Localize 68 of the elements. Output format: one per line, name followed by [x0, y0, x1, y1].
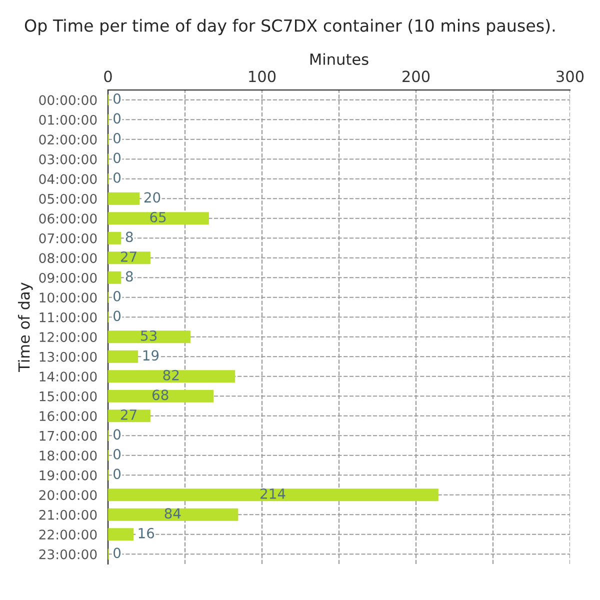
bar [108, 192, 140, 205]
data-label: 0 [114, 429, 121, 440]
y-tick-label: 00:00:00 [39, 95, 97, 106]
data-label: 0 [114, 548, 121, 558]
y-tick-label: 08:00:00 [39, 253, 97, 264]
data-label: 16 [138, 528, 154, 538]
bar [108, 252, 150, 264]
y-tick-label: 22:00:00 [39, 530, 97, 540]
data-label: 0 [114, 468, 121, 480]
data-label: 0 [114, 113, 121, 124]
bar [108, 488, 438, 502]
y-tick-label: 16:00:00 [40, 411, 97, 422]
data-label: 82 [163, 370, 179, 380]
bar [108, 330, 190, 344]
y-tick-label: 09:00:00 [39, 272, 97, 283]
y-tick-label: 01:00:00 [39, 114, 97, 125]
y-tick-label: 04:00:00 [39, 174, 97, 184]
y-tick-label: 19:00:00 [40, 470, 97, 480]
x-tick-label: 200 [402, 70, 430, 82]
y-tick-label: 02:00:00 [39, 134, 97, 145]
data-label: 68 [152, 390, 168, 400]
y-tick-label: 14:00:00 [40, 372, 97, 382]
bar [108, 528, 134, 541]
data-label: 27 [120, 409, 136, 420]
data-label: 8 [126, 232, 133, 242]
x-tick-label: 0 [104, 70, 112, 82]
y-tick-label: 23:00:00 [39, 549, 97, 560]
bar [108, 212, 209, 225]
x-tick-label: 300 [556, 70, 584, 82]
data-label: 65 [150, 212, 166, 222]
y-tick-label: 06:00:00 [39, 214, 97, 224]
y-tick-label: 10:00:00 [40, 292, 97, 303]
y-tick-label: 03:00:00 [39, 154, 97, 164]
data-label: 0 [114, 290, 121, 302]
bar [108, 370, 236, 383]
bar [108, 410, 150, 422]
x-tick-label: 100 [249, 70, 276, 82]
data-label: 27 [120, 251, 136, 262]
y-axis-title: Time of day [18, 282, 33, 372]
bar [108, 271, 122, 284]
y-tick-label: 20:00:00 [39, 490, 97, 500]
x-axis-title: Minutes [310, 53, 368, 66]
y-tick-label: 21:00:00 [39, 510, 97, 520]
y-tick-label: 17:00:00 [40, 430, 97, 441]
y-tick-label: 12:00:00 [40, 332, 97, 342]
chart-title: Op Time per time of day for SC7DX container (10 mins pauses). [24, 18, 555, 36]
data-label: 0 [114, 172, 121, 183]
y-tick-label: 18:00:00 [40, 450, 97, 461]
data-label: 84 [164, 508, 181, 519]
data-label: 19 [143, 350, 159, 361]
y-tick-label: 11:00:00 [40, 312, 97, 322]
data-label: 0 [114, 152, 121, 164]
data-label: 0 [114, 310, 121, 322]
data-label: 53 [141, 330, 157, 341]
y-tick-label: 13:00:00 [40, 352, 97, 362]
bar [108, 232, 122, 244]
bar [108, 350, 138, 363]
data-label: 0 [114, 93, 121, 104]
bar [108, 390, 214, 402]
data-label: 214 [260, 488, 286, 499]
y-tick-label: 05:00:00 [39, 194, 97, 204]
data-label: 0 [114, 132, 121, 144]
data-label: 0 [114, 448, 121, 460]
y-tick-label: 07:00:00 [39, 233, 97, 244]
y-tick-label: 15:00:00 [40, 391, 97, 402]
data-label: 8 [126, 271, 133, 282]
bar [108, 508, 238, 521]
data-label: 20 [144, 192, 160, 203]
